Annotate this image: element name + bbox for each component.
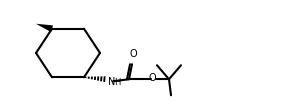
Polygon shape	[36, 24, 53, 32]
Text: O: O	[148, 73, 156, 83]
Text: H: H	[114, 78, 120, 87]
Text: O: O	[129, 49, 137, 59]
Text: N: N	[108, 77, 115, 87]
